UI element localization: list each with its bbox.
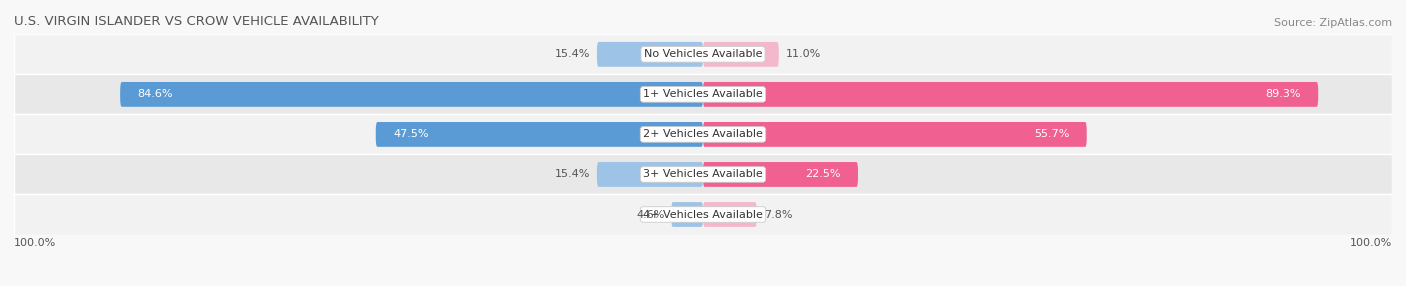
Text: 55.7%: 55.7% (1035, 130, 1070, 139)
Text: 15.4%: 15.4% (554, 49, 591, 59)
Text: No Vehicles Available: No Vehicles Available (644, 49, 762, 59)
FancyBboxPatch shape (598, 162, 703, 187)
Text: 100.0%: 100.0% (14, 238, 56, 248)
Text: 11.0%: 11.0% (786, 49, 821, 59)
FancyBboxPatch shape (671, 202, 703, 227)
FancyBboxPatch shape (703, 162, 858, 187)
Text: 1+ Vehicles Available: 1+ Vehicles Available (643, 90, 763, 99)
Text: 100.0%: 100.0% (1350, 238, 1392, 248)
Bar (14, 74, 1392, 114)
Text: 2+ Vehicles Available: 2+ Vehicles Available (643, 130, 763, 139)
FancyBboxPatch shape (703, 122, 1087, 147)
Text: 47.5%: 47.5% (392, 130, 429, 139)
FancyBboxPatch shape (375, 122, 703, 147)
Text: U.S. VIRGIN ISLANDER VS CROW VEHICLE AVAILABILITY: U.S. VIRGIN ISLANDER VS CROW VEHICLE AVA… (14, 15, 378, 28)
Text: 4.6%: 4.6% (636, 210, 665, 219)
FancyBboxPatch shape (703, 82, 1319, 107)
FancyBboxPatch shape (120, 82, 703, 107)
Text: 7.8%: 7.8% (763, 210, 792, 219)
Text: 89.3%: 89.3% (1265, 90, 1301, 99)
Text: 84.6%: 84.6% (138, 90, 173, 99)
FancyBboxPatch shape (598, 42, 703, 67)
FancyBboxPatch shape (703, 42, 779, 67)
Bar (14, 154, 1392, 194)
Text: Source: ZipAtlas.com: Source: ZipAtlas.com (1274, 18, 1392, 28)
Text: 4+ Vehicles Available: 4+ Vehicles Available (643, 210, 763, 219)
Text: 15.4%: 15.4% (554, 170, 591, 179)
Bar (14, 194, 1392, 235)
Text: 3+ Vehicles Available: 3+ Vehicles Available (643, 170, 763, 179)
Bar (14, 34, 1392, 74)
Bar (14, 114, 1392, 154)
FancyBboxPatch shape (703, 202, 756, 227)
Text: 22.5%: 22.5% (806, 170, 841, 179)
